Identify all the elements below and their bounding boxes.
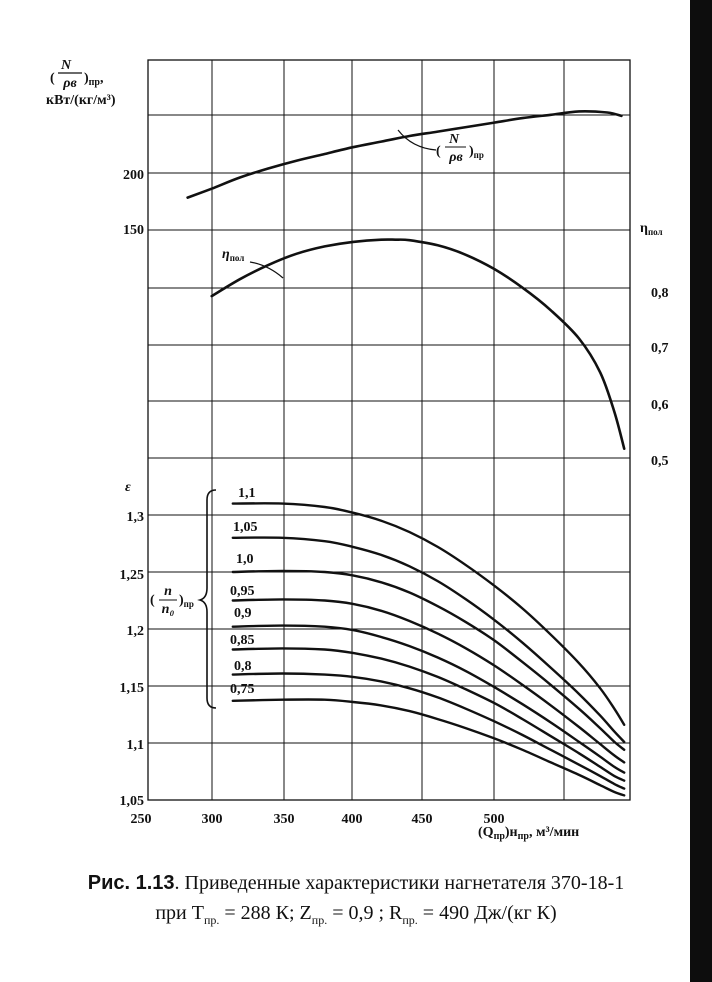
- x-axis-label: (Qпр)нпр, м³/мин: [478, 825, 579, 842]
- speed-line-1,1: [231, 502, 626, 726]
- figure-caption-line-1: Рис. 1.13. Приведенные характеристики на…: [0, 872, 712, 895]
- caption-value: = 490 Дж/(кг К): [417, 902, 557, 924]
- speed-line-label: 0,9: [234, 606, 252, 621]
- caption-sub: пр.: [311, 913, 328, 927]
- speed-line-0,75: [231, 698, 626, 797]
- figure-title: . Приведенные характеристики нагнетателя…: [174, 872, 625, 894]
- speed-line-1,0: [231, 569, 626, 751]
- power-curve-label-num: N: [448, 132, 460, 147]
- speed-line-label: 0,8: [234, 659, 252, 674]
- power-axis-label-den: ρв: [62, 76, 77, 91]
- efficiency-axis-label: ηпол: [640, 221, 663, 237]
- power-curve-leader: [397, 129, 437, 151]
- caption-value: = 0,9 ; R: [327, 902, 403, 924]
- efficiency-tick-label: 0,5: [651, 454, 669, 469]
- curves: [186, 110, 626, 797]
- efficiency-axis: ηпол 0,8 0,7 0,6 0,5: [640, 221, 669, 469]
- speed-line-label: 1,05: [233, 520, 258, 535]
- plot-frame: [147, 59, 631, 801]
- power-axis-label: )пр,: [84, 71, 104, 88]
- speed-parameter-paren: )пр: [179, 593, 194, 609]
- power-axis-label: (: [50, 71, 55, 86]
- caption-prefix: при T: [155, 902, 204, 924]
- speed-line-label: 0,75: [230, 682, 255, 697]
- speed-line-label: 0,95: [230, 584, 255, 599]
- pressure-ratio-axis: ε 1,05 1,1 1,15 1,2 1,25 1,3: [120, 480, 145, 809]
- grid: [147, 59, 631, 801]
- power-curve-label-paren: (: [436, 144, 441, 159]
- power-curve: [186, 110, 623, 199]
- x-tick-label: 400: [342, 812, 363, 827]
- pressure-ratio-tick-label: 1,3: [127, 510, 145, 525]
- efficiency-curve-label: ηпол: [222, 247, 244, 263]
- x-tick-label: 450: [412, 812, 433, 827]
- speed-parameter-paren: (: [150, 593, 155, 608]
- scan-edge-shadow: [690, 0, 712, 982]
- x-axis: 250 300 350 400 450 500 (Qпр)нпр, м³/мин: [131, 812, 580, 842]
- pressure-ratio-axis-label: ε: [125, 480, 131, 495]
- speed-parameter-label: ( n n₀ )пр: [150, 489, 217, 709]
- pressure-ratio-tick-label: 1,2: [127, 624, 145, 639]
- speed-line-0,95: [231, 598, 626, 764]
- speed-line-label: 1,0: [236, 552, 254, 567]
- speed-parameter-num: n: [164, 584, 172, 599]
- caption-value: = 288 К; Z: [219, 902, 312, 924]
- x-tick-label: 350: [274, 812, 295, 827]
- x-tick-label: 300: [202, 812, 223, 827]
- pressure-ratio-tick-label: 1,05: [120, 794, 145, 809]
- speed-line-label: 0,85: [230, 633, 255, 648]
- speed-line-0,85: [231, 647, 626, 782]
- efficiency-curve: [210, 238, 626, 450]
- power-axis-units: кВт/(кг/м³): [46, 93, 116, 108]
- x-tick-label: 250: [131, 812, 152, 827]
- power-tick-label: 200: [123, 168, 144, 183]
- caption-sub: пр.: [402, 913, 418, 927]
- power-axis: 200 150 ( N ρв )пр, кВт/(кг/м³): [46, 58, 144, 238]
- figure-caption-line-2: при Tпр. = 288 К; Zпр. = 0,9 ; Rпр. = 49…: [0, 902, 712, 928]
- figure-number: Рис. 1.13: [87, 872, 175, 894]
- efficiency-tick-label: 0,6: [651, 398, 669, 413]
- curve-labels: ηпол ( N ρв )пр 1,1 1,05 1,0 0,95 0,9 0,…: [222, 129, 484, 697]
- power-axis-label-num: N: [60, 58, 72, 73]
- x-tick-label: 500: [484, 812, 505, 827]
- speed-line-0,8: [231, 672, 626, 790]
- speed-parameter-den: n₀: [162, 602, 175, 617]
- pressure-ratio-tick-label: 1,25: [120, 568, 145, 583]
- speed-line-0,9: [231, 624, 626, 774]
- pressure-ratio-tick-label: 1,15: [120, 681, 145, 696]
- efficiency-tick-label: 0,8: [651, 286, 669, 301]
- caption-sub: пр.: [203, 913, 220, 927]
- efficiency-curve-leader: [249, 261, 284, 279]
- curly-brace: [197, 489, 217, 709]
- power-tick-label: 150: [123, 223, 144, 238]
- efficiency-tick-label: 0,7: [651, 341, 669, 356]
- power-curve-label-den: ρв: [448, 150, 463, 165]
- speed-line-label: 1,1: [238, 486, 256, 501]
- pressure-ratio-tick-label: 1,1: [127, 738, 145, 753]
- power-curve-label-paren: )пр: [469, 144, 484, 160]
- speed-line-1,05: [231, 536, 626, 744]
